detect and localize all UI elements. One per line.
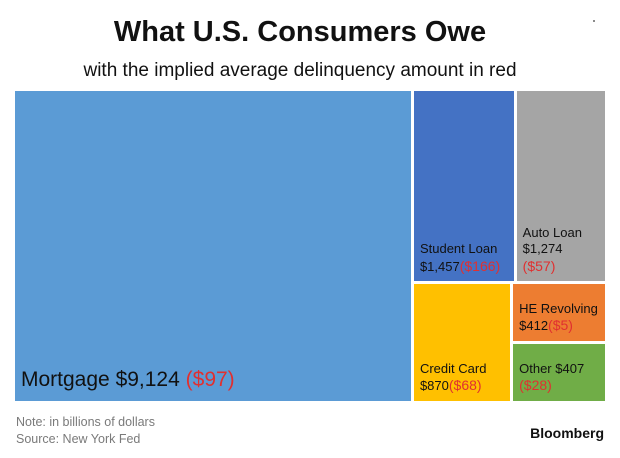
tile-value-student-loan: $1,457 <box>419 258 460 274</box>
tile-delinquency-student-loan: ($166) <box>459 257 501 274</box>
tile-mortgage: Mortgage $9,124 ($97) <box>15 91 411 401</box>
tile-name-auto-loan: Auto Loan <box>522 225 582 241</box>
tile-label-auto-loan: Auto Loan $1,274 ($57) <box>523 225 582 275</box>
tile-name-other: Other <box>519 361 552 377</box>
tile-label-other: Other $407 ($28) <box>519 361 584 395</box>
note-text: Note: in billions of dollars <box>16 415 155 429</box>
tile-delinquency-he-revolving: ($5) <box>548 317 573 334</box>
chart-title: What U.S. Consumers Owe <box>113 16 487 48</box>
brand-logo: Bloomberg <box>530 425 604 441</box>
tile-delinquency-mortgage: ($97) <box>185 367 235 391</box>
tile-delinquency-other: ($28) <box>519 377 552 394</box>
tile-value-auto-loan: $1,274 <box>522 241 563 257</box>
chart-subtitle: with the implied average delinquency amo… <box>83 60 517 81</box>
tile-label-mortgage: Mortgage $9,124 ($97) <box>21 367 235 393</box>
tile-value-credit-card: $870 <box>419 378 449 394</box>
tile-label-he-revolving: HE Revolving $412($5) <box>519 301 598 335</box>
tile-value-mortgage: $9,124 <box>115 367 180 391</box>
tile-student-loan: Student Loan $1,457($166) <box>413 91 514 282</box>
decorative-dot <box>593 20 595 22</box>
tile-he-revolving: HE Revolving $412($5) <box>513 284 605 341</box>
footnote: Note: in billions of dollars Source: New… <box>16 414 155 448</box>
tile-name-mortgage: Mortgage <box>21 367 110 391</box>
tile-value-other: $407 <box>555 361 585 377</box>
tile-delinquency-auto-loan: ($57) <box>522 257 556 274</box>
tile-other: Other $407 ($28) <box>513 343 605 401</box>
tile-credit-card: Credit Card $870($68) <box>413 284 511 401</box>
tile-name-credit-card: Credit Card <box>419 361 487 377</box>
tile-delinquency-credit-card: ($68) <box>448 377 482 394</box>
source-text: Source: New York Fed <box>16 432 141 446</box>
tile-label-student-loan: Student Loan $1,457($166) <box>420 241 500 275</box>
tile-value-he-revolving: $412 <box>519 318 549 334</box>
tile-auto-loan: Auto Loan $1,274 ($57) <box>516 91 605 282</box>
tile-name-he-revolving: HE Revolving <box>519 300 598 316</box>
tile-name-student-loan: Student Loan <box>419 241 498 257</box>
tile-label-credit-card: Credit Card $870($68) <box>420 361 486 395</box>
